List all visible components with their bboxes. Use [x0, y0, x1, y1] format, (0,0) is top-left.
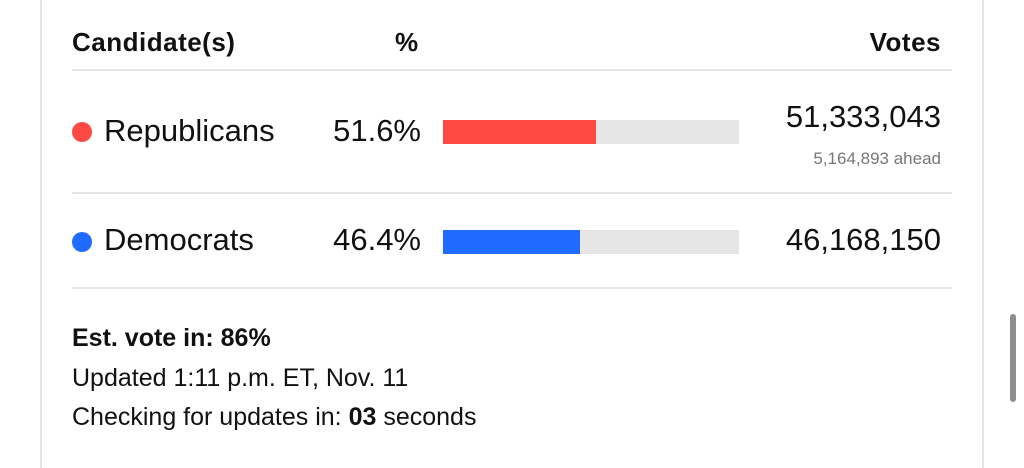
party-dot — [72, 232, 92, 252]
party-name: Democrats — [104, 222, 254, 257]
countdown-suffix: seconds — [383, 403, 477, 431]
divider — [72, 287, 952, 289]
column-header: Votes — [869, 27, 941, 57]
bar — [443, 120, 596, 144]
party-dot — [72, 122, 92, 142]
est-vote: Est. vote in: 86% — [72, 324, 271, 352]
column-header: Candidate(s) — [72, 27, 236, 57]
percent: 51.6% — [333, 113, 421, 148]
votes: 46,168,150 — [785, 222, 941, 257]
party-name: Republicans — [104, 113, 275, 148]
updated: Updated 1:11 p.m. ET, Nov. 11 — [72, 364, 409, 392]
bar — [443, 230, 581, 254]
bar-track — [443, 230, 739, 254]
countdown-prefix: Checking for updates in: — [72, 403, 342, 431]
page: Candidate(s) % Votes Republicans 51.6% 5… — [40, 0, 1016, 468]
divider — [72, 192, 952, 194]
column-header: % — [395, 27, 419, 57]
countdown: 03 — [348, 403, 377, 431]
percent: 46.4% — [333, 222, 421, 257]
bar-track — [443, 120, 739, 144]
lead-note: 5,164,893 ahead — [813, 149, 941, 168]
votes: 51,333,043 — [785, 99, 941, 134]
scrollbar[interactable] — [1010, 314, 1016, 402]
results-card — [40, 0, 984, 468]
countdown-line: Checking for updates in: 03 seconds — [72, 402, 476, 432]
divider — [72, 69, 952, 71]
